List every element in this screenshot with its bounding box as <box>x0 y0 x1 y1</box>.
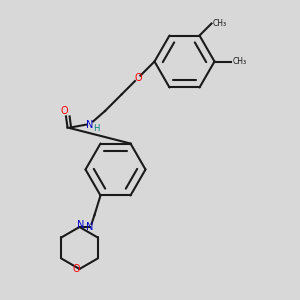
Text: N: N <box>86 119 94 130</box>
Text: O: O <box>61 106 68 116</box>
Text: O: O <box>134 73 142 83</box>
Text: CH₃: CH₃ <box>213 19 227 28</box>
Text: CH₃: CH₃ <box>232 57 247 66</box>
Text: N: N <box>77 220 85 230</box>
Text: N: N <box>86 222 94 232</box>
Text: O: O <box>72 264 80 274</box>
Text: H: H <box>93 124 99 133</box>
